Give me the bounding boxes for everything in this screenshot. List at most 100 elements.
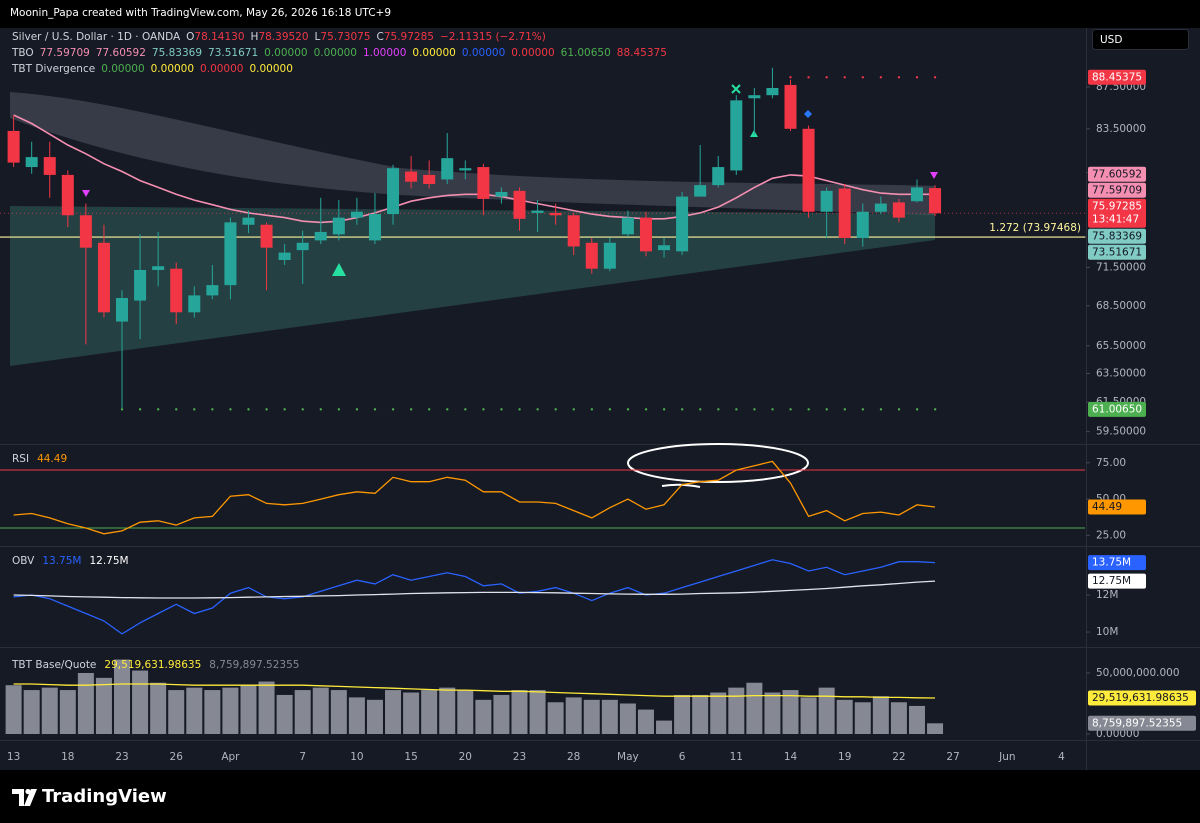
bar xyxy=(872,696,889,734)
bar xyxy=(312,687,329,734)
indicator-value: 0.00000 xyxy=(200,63,243,75)
annotation-stroke xyxy=(661,483,701,488)
x-tick-label: 19 xyxy=(838,751,851,763)
y-tick-label: 59.50000 xyxy=(1096,426,1146,438)
price-tag-label: 8,759,897.52355 xyxy=(1092,717,1182,729)
ohlc-key: C xyxy=(377,31,384,43)
indicator-line xyxy=(13,683,936,699)
x-tick-label: 14 xyxy=(784,751,798,763)
candle-body xyxy=(802,128,815,212)
indicator-value: 0.00000 xyxy=(314,47,357,59)
countdown: 13:41:47 xyxy=(1092,213,1139,225)
x-tick-label: 23 xyxy=(513,751,526,763)
y-tick-label: 0.00000 xyxy=(1096,728,1139,740)
candle-body xyxy=(97,242,110,313)
bar xyxy=(619,703,636,734)
candle-body xyxy=(621,217,634,235)
price-tag xyxy=(1088,715,1196,731)
bar xyxy=(150,682,167,734)
price-tag-label: 13.75M xyxy=(1092,557,1131,569)
bar xyxy=(565,697,582,734)
bar xyxy=(511,690,528,734)
price-tag xyxy=(1088,182,1146,198)
x-tick-label: 27 xyxy=(946,751,959,763)
x-tick-label: 15 xyxy=(404,751,417,763)
price-tag xyxy=(1088,244,1146,260)
bar xyxy=(294,690,311,734)
candle-body xyxy=(278,252,291,260)
currency-box[interactable] xyxy=(1092,29,1189,50)
legend-value: 13.75M xyxy=(42,555,81,567)
candle-body xyxy=(61,174,74,216)
candle-body xyxy=(730,100,743,171)
price-tag-label: 73.51671 xyxy=(1092,246,1142,258)
bar xyxy=(168,690,185,734)
y-tick-label: 12M xyxy=(1096,589,1118,601)
candle-body xyxy=(7,130,20,163)
bar xyxy=(692,694,709,734)
price-tag-label: 77.59709 xyxy=(1092,184,1142,196)
x-tick-label: 13 xyxy=(7,751,20,763)
x-tick-label: Apr xyxy=(221,751,240,763)
bar xyxy=(132,670,149,734)
bar xyxy=(764,692,781,734)
candle-body xyxy=(332,217,345,235)
indicator-value: 75.83369 xyxy=(152,47,202,59)
cross-signal xyxy=(731,84,741,94)
legend-value: 29,519,631.98635 xyxy=(104,659,201,671)
currency-button[interactable]: USD xyxy=(1092,29,1189,50)
candle-body xyxy=(892,202,905,218)
bar xyxy=(656,720,673,734)
indicator-value: 73.51671 xyxy=(208,47,258,59)
x-tick-label: 28 xyxy=(567,751,580,763)
price-tag xyxy=(1088,69,1146,85)
candle-body xyxy=(748,95,761,99)
bar xyxy=(421,690,438,734)
x-tick-label: 22 xyxy=(892,751,905,763)
candle-body xyxy=(224,222,237,286)
candle-body xyxy=(874,203,887,212)
candle-body xyxy=(79,215,92,248)
bar xyxy=(547,702,564,734)
candle-body xyxy=(712,167,725,186)
candle-body xyxy=(929,188,942,214)
candle-body xyxy=(242,217,255,225)
candle-body xyxy=(296,242,309,251)
legend-value: 44.49 xyxy=(37,453,67,465)
candle-body xyxy=(459,168,472,171)
candle-body xyxy=(856,211,869,238)
x-tick-label: 10 xyxy=(350,751,363,763)
candle-body xyxy=(658,245,671,251)
indicator-value: 0.00000 xyxy=(412,47,455,59)
candle-body xyxy=(43,157,56,175)
candle-body xyxy=(694,185,707,197)
bar xyxy=(222,687,239,734)
candle-body xyxy=(820,190,833,212)
ohlc-value: 75.73075 xyxy=(320,31,370,43)
pane-title: TBT Base/Quote xyxy=(11,659,96,671)
currency[interactable]: USD xyxy=(1100,34,1122,46)
bar xyxy=(258,681,275,734)
price-tag xyxy=(1088,401,1146,417)
indicator-value: 88.45375 xyxy=(617,47,667,59)
price-tag xyxy=(1088,573,1146,589)
y-tick-label: 75.00 xyxy=(1096,457,1126,469)
y-tick-label: 83.50000 xyxy=(1096,123,1146,135)
bar xyxy=(818,687,835,734)
logo-mark xyxy=(12,789,24,806)
x-tick-label: 26 xyxy=(170,751,184,763)
price-tag-label: 88.45375 xyxy=(1092,71,1142,83)
price-tag-label: 75.83369 xyxy=(1092,230,1142,242)
level-label: 1.272 (73.97468) xyxy=(989,222,1081,234)
bar xyxy=(330,690,347,734)
diamond-signal xyxy=(804,110,812,118)
y-tick-label: 65.50000 xyxy=(1096,340,1146,352)
candle-body xyxy=(549,212,562,216)
bar xyxy=(637,709,654,734)
candle-body xyxy=(567,215,580,247)
ohlc-key: L xyxy=(315,31,321,43)
candle-body xyxy=(495,191,508,197)
candle-body xyxy=(423,174,436,184)
y-tick-label: 50,000,000.000 xyxy=(1096,667,1180,679)
signals xyxy=(82,84,938,276)
